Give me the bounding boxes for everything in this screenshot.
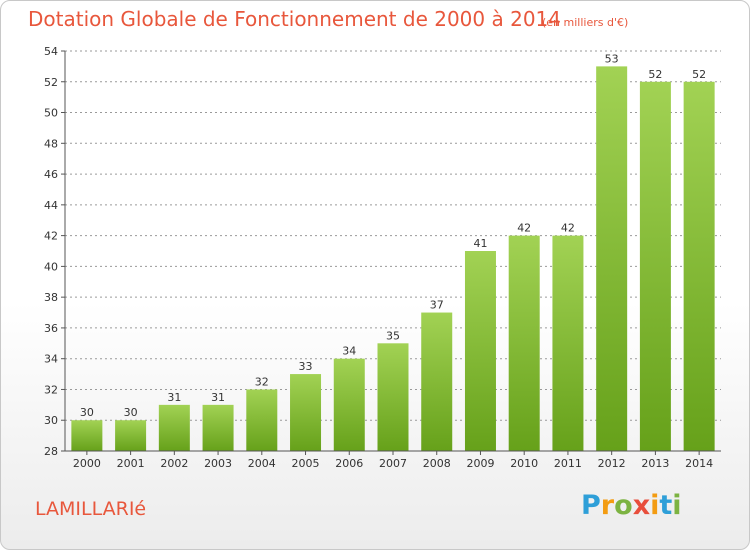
y-tick-label: 28: [44, 445, 58, 458]
chart-title: Dotation Globale de Fonctionnement de 20…: [28, 7, 561, 31]
bar: [596, 66, 628, 451]
bar-value-label: 52: [692, 68, 706, 81]
x-tick-label: 2014: [685, 457, 713, 470]
bar-value-label: 31: [211, 391, 225, 404]
bar-value-label: 33: [299, 360, 313, 373]
x-tick-label: 2007: [379, 457, 407, 470]
y-tick-label: 46: [44, 168, 58, 181]
logo-letter: P: [581, 490, 601, 521]
bar-value-label: 30: [80, 406, 94, 419]
bar-value-label: 42: [517, 222, 531, 235]
x-tick-label: 2001: [117, 457, 145, 470]
y-tick-label: 32: [44, 383, 58, 396]
y-tick-label: 40: [44, 260, 58, 273]
bar: [71, 420, 103, 451]
logo-letter: i: [672, 490, 682, 521]
y-tick-label: 36: [44, 322, 58, 335]
y-tick-label: 48: [44, 137, 58, 150]
logo-letter: t: [659, 490, 673, 521]
bar: [377, 343, 409, 451]
bar-value-label: 32: [255, 375, 269, 388]
y-tick-label: 30: [44, 414, 58, 427]
proxiti-logo: Proxiti: [581, 490, 682, 521]
bar: [202, 404, 234, 451]
y-tick-label: 34: [44, 353, 58, 366]
x-tick-label: 2004: [248, 457, 276, 470]
bar: [158, 404, 190, 451]
x-tick-label: 2006: [335, 457, 363, 470]
bar-value-label: 42: [561, 222, 575, 235]
bar: [115, 420, 147, 451]
bar: [508, 235, 540, 451]
x-tick-label: 2011: [554, 457, 582, 470]
bar: [246, 389, 278, 451]
bar-value-label: 30: [124, 406, 138, 419]
logo-letter: i: [650, 490, 660, 521]
bar-value-label: 31: [167, 391, 181, 404]
logo-letter: o: [614, 490, 633, 521]
bar: [290, 374, 322, 451]
x-tick-label: 2005: [292, 457, 320, 470]
bar-value-label: 34: [342, 345, 356, 358]
y-tick-label: 38: [44, 291, 58, 304]
bar: [683, 81, 715, 452]
x-tick-label: 2013: [641, 457, 669, 470]
chart-subtitle: (en milliers d'€): [542, 16, 629, 29]
y-tick-label: 42: [44, 230, 58, 243]
bar: [552, 235, 584, 451]
bar: [421, 312, 453, 451]
x-tick-label: 2012: [598, 457, 626, 470]
y-tick-label: 54: [44, 45, 58, 58]
bar-value-label: 52: [648, 68, 662, 81]
bar-value-label: 41: [473, 237, 487, 250]
x-tick-label: 2010: [510, 457, 538, 470]
bar: [639, 81, 671, 452]
y-tick-label: 50: [44, 107, 58, 120]
bar-value-label: 53: [605, 52, 619, 65]
logo-letter: r: [600, 490, 615, 521]
y-tick-label: 52: [44, 76, 58, 89]
y-tick-label: 44: [44, 199, 58, 212]
x-tick-label: 2002: [160, 457, 188, 470]
town-name: LAMILLARIé: [35, 498, 147, 520]
bar: [333, 358, 365, 451]
bar: [464, 251, 496, 451]
logo-letter: x: [632, 490, 651, 521]
x-tick-label: 2008: [423, 457, 451, 470]
bar-value-label: 37: [430, 299, 444, 312]
x-tick-label: 2000: [73, 457, 101, 470]
x-tick-label: 2003: [204, 457, 232, 470]
x-tick-label: 2009: [466, 457, 494, 470]
bar-value-label: 35: [386, 329, 400, 342]
